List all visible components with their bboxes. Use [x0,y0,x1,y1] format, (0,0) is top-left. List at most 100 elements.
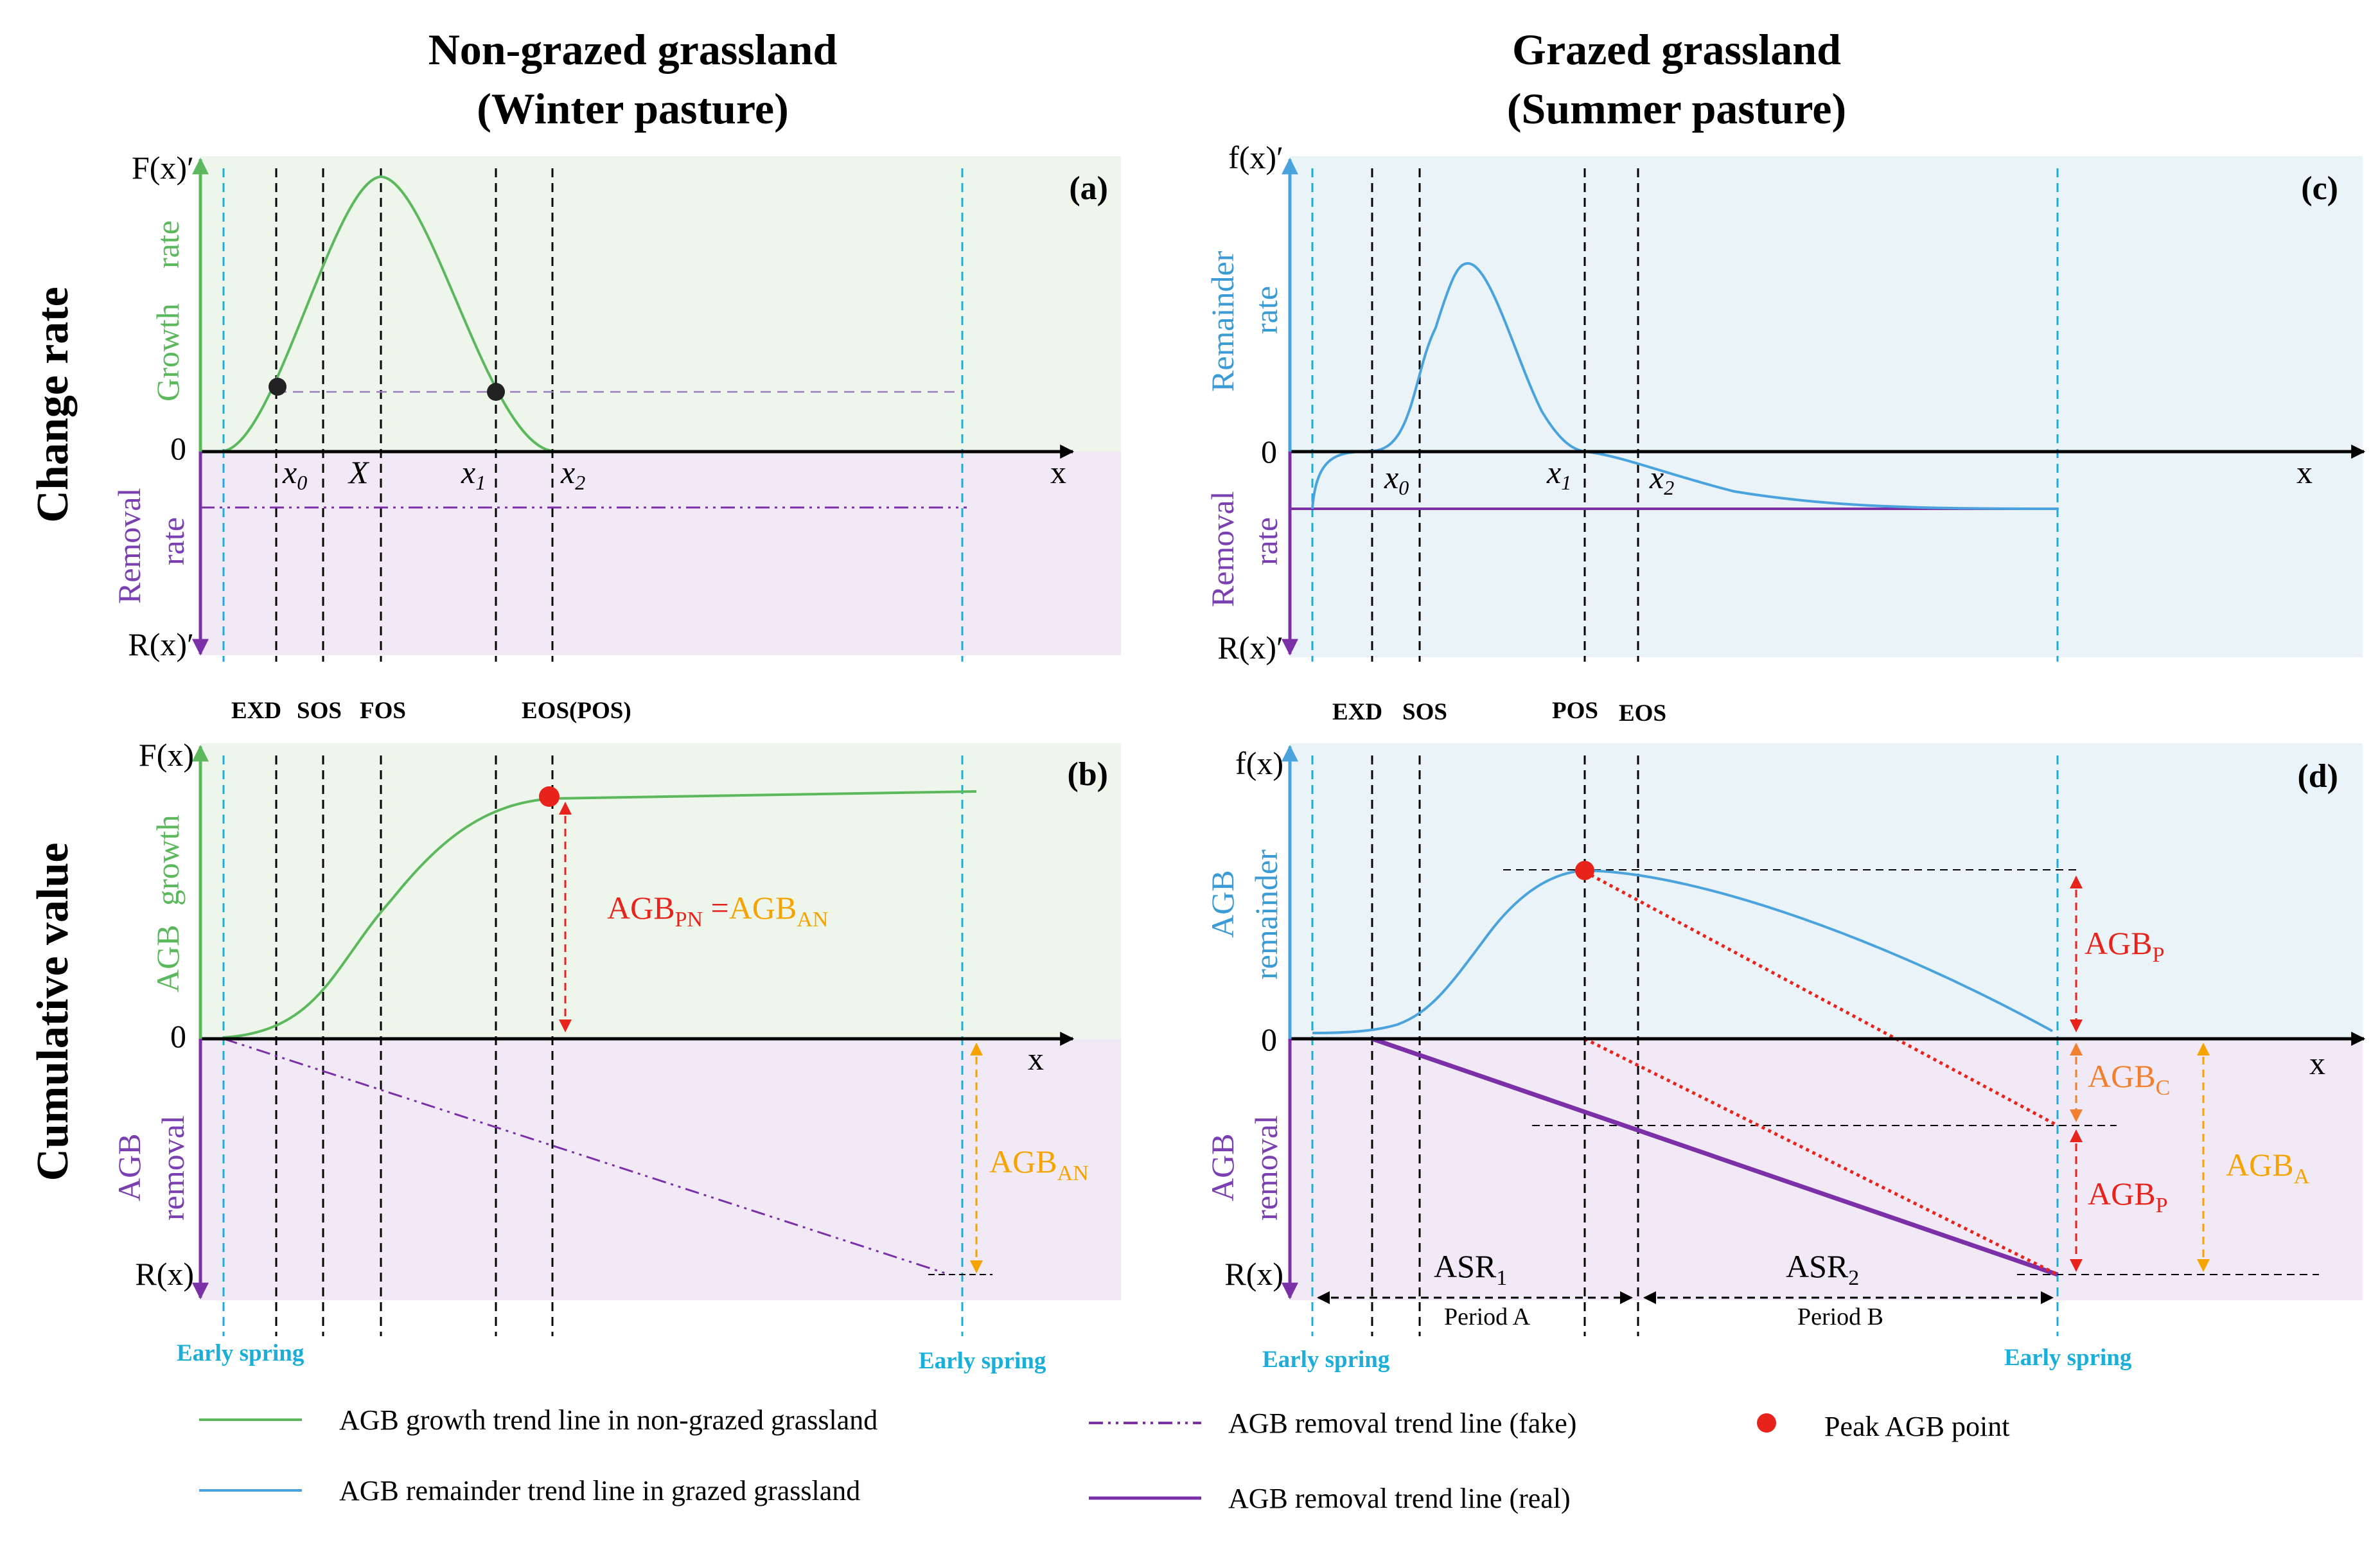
panel-b-growth-label-2: growth [150,815,186,906]
panel-b-early-spring-right: Early spring [919,1348,1046,1374]
panel-d-agb-c-label: AGBC [2088,1058,2170,1100]
panel-a-growth-label-2: rate [150,220,186,269]
panel-d-y-bottom-label: R(x) [1224,1256,1283,1292]
row-label-change-rate: Change rate [28,287,78,522]
panel-b-x-label: x [1028,1041,1044,1077]
panel-a-event-sos: SOS [297,698,342,724]
panel-b-agb-equation: AGBPN =AGBAN [607,890,828,931]
panel-b-removal-label-2: removal [155,1115,191,1221]
panel-a-tick-x0: x0 [282,454,307,494]
panel-d-zero: 0 [1261,1021,1277,1057]
panel-d-remainder-label-2: remainder [1248,849,1284,980]
panel-d-red-dotted-upper [1583,870,2059,1127]
panel-b-agb-an-label: AGBAN [989,1143,1089,1185]
legend-real-removal-label: AGB removal trend line (real) [1228,1483,1571,1514]
panel-c-tick-x2: x2 [1649,459,1674,499]
panel-c-bg [1290,156,2363,657]
panel-d-agb-a-label: AGBA [2226,1147,2310,1188]
legend-growth-label: AGB growth trend line in non-grazed gras… [339,1404,877,1436]
panel-a-removal-label-2: rate [155,517,191,565]
panel-a: F(x)′ R(x)′ 0 x (a) Growth rate Removal … [111,150,1121,724]
panel-d-early-spring-left: Early spring [1262,1346,1390,1373]
panel-d-label: (d) [2297,758,2338,795]
title-left-line2: (Winter pasture) [477,84,788,133]
panel-a-tick-x1: x1 [461,454,486,494]
panel-a-zero: 0 [170,430,186,466]
panel-a-growth-label-1: Growth [150,303,186,402]
panel-b-early-spring-left: Early spring [177,1340,304,1366]
panel-d-x-label: x [2309,1045,2325,1081]
panel-a-point-x0 [269,378,286,396]
panel-a-y-top-label: F(x)′ [132,150,194,186]
panel-b-growth-curve [223,790,977,1039]
title-right-line1: Grazed grassland [1512,25,1841,74]
panel-a-tick-x2: x2 [560,454,585,494]
panel-b-growth-label-1: AGB [150,924,186,993]
title-left-line1: Non-grazed grassland [428,25,838,74]
panel-d-y-top-label: f(x) [1235,745,1283,781]
legend-peak-label: Peak AGB point [1824,1411,2009,1442]
panel-d-remainder-curve [1312,869,2053,1034]
panel-c-event-eos: EOS [1619,700,1666,727]
title-left: Non-grazed grassland (Winter pasture) [428,25,838,133]
panel-d-removal-label-1: AGB [1204,1133,1240,1201]
title-right-line2: (Summer pasture) [1507,84,1846,133]
panel-b-y-top-label: F(x) [139,737,194,773]
panel-c-removal-label-1: Removal [1204,491,1240,607]
panel-c-remainder-label-1: Remainder [1204,251,1240,392]
panel-c-remainder-rate-curve [1311,261,2059,510]
panel-d-agb-p-lower-label: AGBP [2088,1176,2168,1217]
panel-d-red-dotted-lower [1583,1037,2059,1276]
panel-b-fake-removal-line [223,1037,950,1276]
panel-a-event-exd: EXD [231,698,281,724]
panel-c-event-pos: POS [1552,698,1598,724]
panel-d-remainder-bg [1290,743,2363,1039]
row-label-cumulative-value: Cumulative value [28,843,78,1181]
panel-b-zero: 0 [170,1018,186,1054]
panel-d-agb-p-upper-label: AGBP [2085,925,2165,967]
panel-d-peak-point [1575,861,1594,880]
panel-a-label: (a) [1069,170,1108,207]
panel-b-label: (b) [1067,756,1108,793]
panel-a-event-eos: EOS(POS) [522,698,631,724]
panel-d-asr2-label: ASR2 [1786,1248,1859,1290]
panel-a-x-label: x [1050,454,1066,490]
panel-b: F(x) R(x) 0 x (b) AGB growth AGB removal… [111,737,1121,1374]
panel-d-period-a-label: Period A [1444,1303,1531,1330]
panel-c-zero: 0 [1261,434,1277,470]
panel-d-asr1-label: ASR1 [1434,1248,1507,1290]
panel-d-period-b-label: Period B [1797,1303,1883,1330]
panel-d-removal-label-2: removal [1248,1115,1284,1221]
panel-d-removal-bg [1290,1039,2363,1300]
panel-c-y-bottom-label: R(x)′ [1217,630,1283,666]
legend-remainder-label: AGB remainder trend line in grazed grass… [339,1475,860,1506]
panel-c-label: (c) [2301,170,2338,207]
panel-d-remainder-label-1: AGB [1204,870,1240,938]
panel-d-real-removal-line [1371,1036,2059,1277]
panel-a-growth-bg [200,156,1121,452]
panel-c-event-sos: SOS [1402,699,1447,725]
panel-c-tick-x1: x1 [1546,454,1571,494]
panel-a-removal-label-1: Removal [111,488,147,604]
panel-c-y-top-label: f(x)′ [1228,139,1283,175]
title-right: Grazed grassland (Summer pasture) [1507,25,1846,133]
panel-b-removal-bg [200,1039,1121,1300]
panel-b-peak-point [539,786,560,807]
panel-a-event-fos: FOS [360,698,406,724]
panel-c: f(x)′ R(x)′ 0 x (c) Remainder rate Remov… [1204,139,2366,727]
panel-c-removal-label-2: rate [1248,517,1284,565]
panel-a-removal-bg [200,452,1121,655]
panel-b-removal-label-1: AGB [111,1133,147,1201]
legend: AGB growth trend line in non-grazed gras… [199,1404,2009,1514]
panel-a-point-x1 [487,383,505,401]
panel-c-x-label: x [2296,454,2313,490]
legend-peak-swatch [1757,1413,1776,1433]
panel-c-event-exd: EXD [1332,699,1382,725]
panel-c-remainder-label-2: rate [1248,286,1284,334]
panel-c-tick-x0: x0 [1384,459,1409,499]
panel-d-early-spring-right: Early spring [2004,1345,2132,1371]
panel-b-y-bottom-label: R(x) [135,1256,194,1292]
panel-a-tick-X: X [348,454,370,490]
legend-fake-removal-label: AGB removal trend line (fake) [1228,1408,1576,1439]
